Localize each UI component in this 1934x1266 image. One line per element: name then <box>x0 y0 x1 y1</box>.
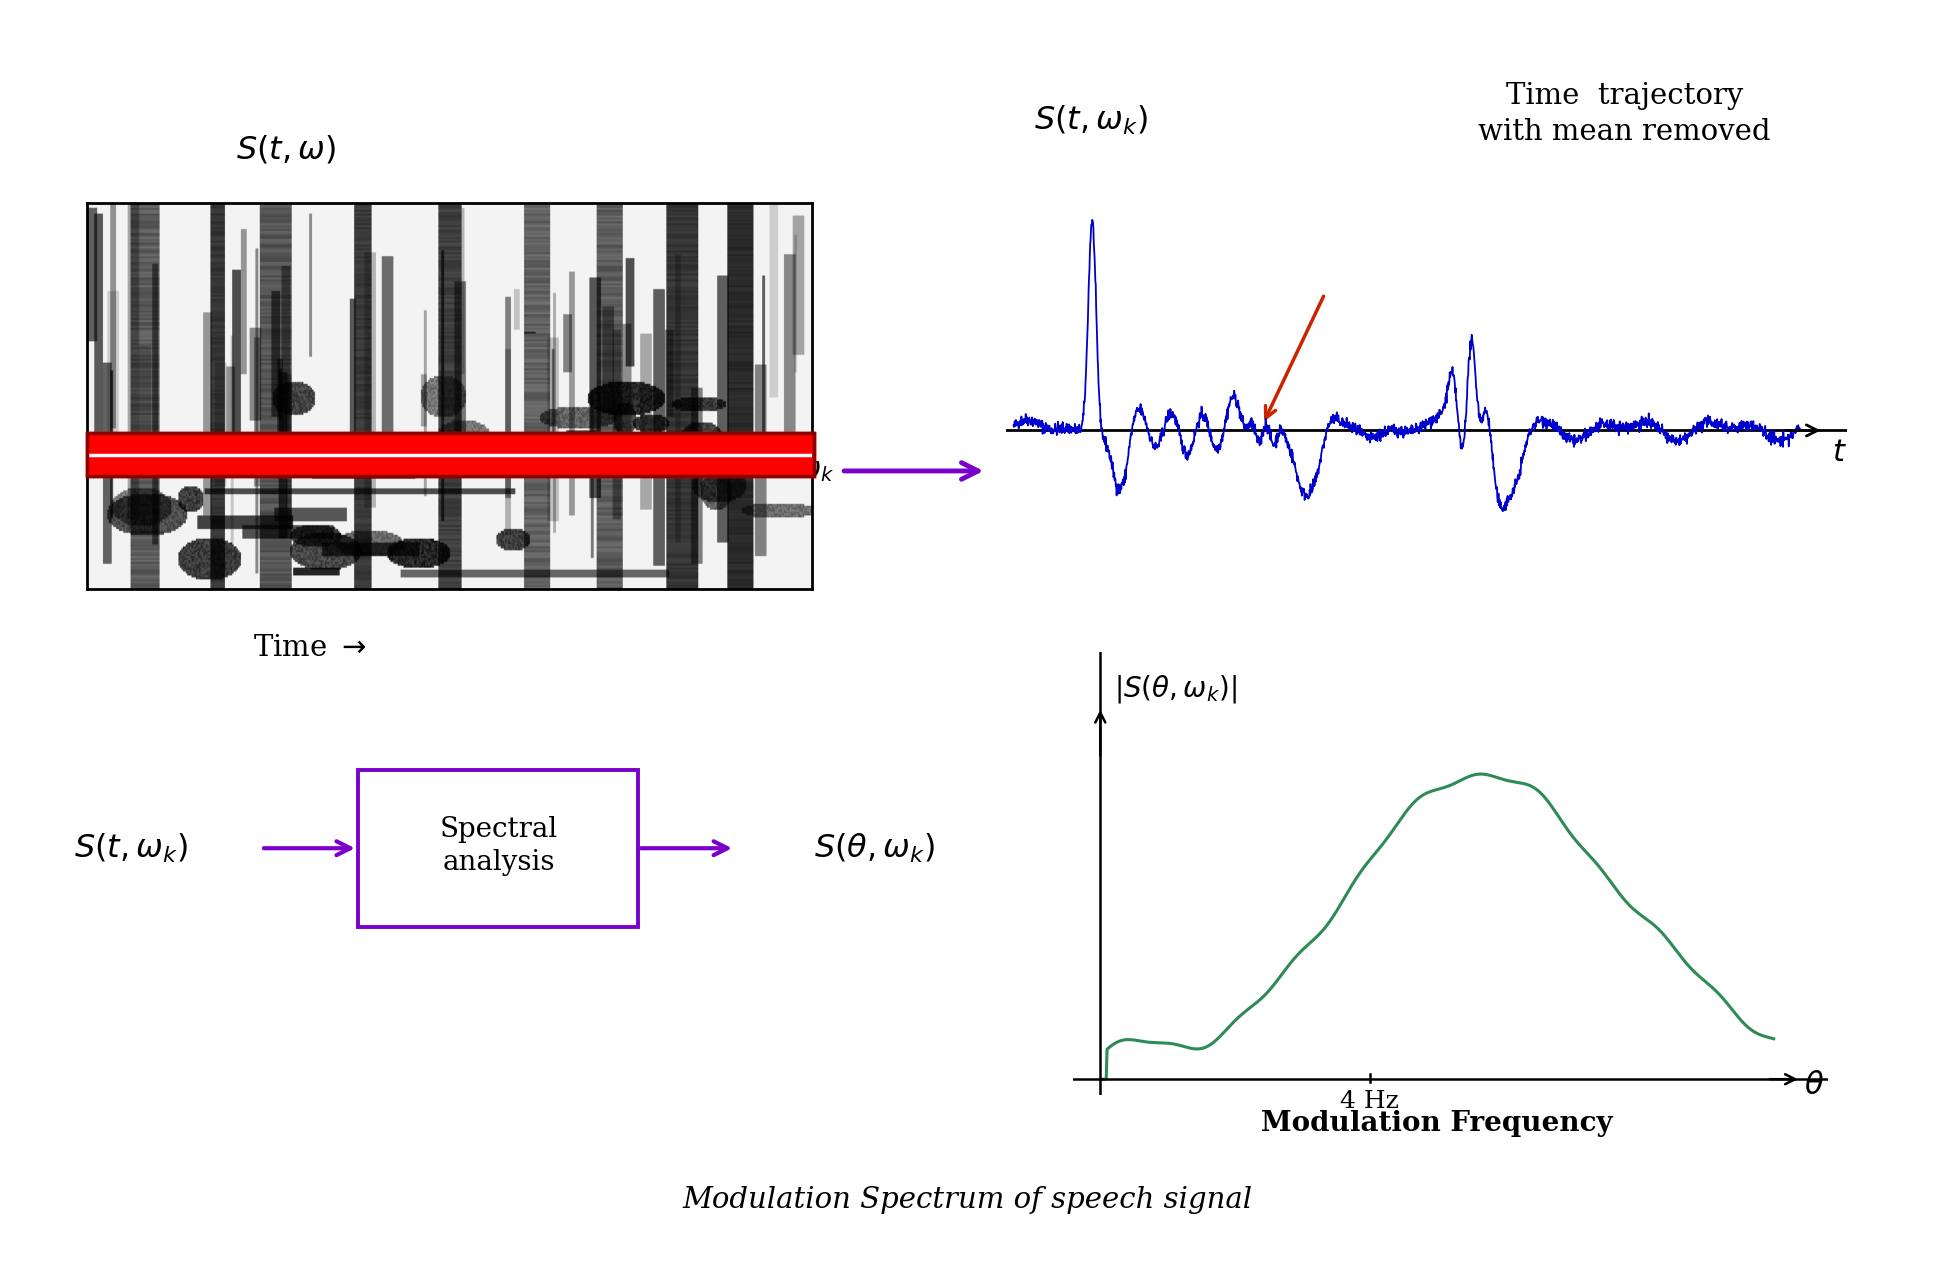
Bar <box>87 433 814 476</box>
Text: Modulation Frequency: Modulation Frequency <box>1261 1109 1613 1137</box>
Text: Spectral
analysis: Spectral analysis <box>439 815 559 876</box>
FancyArrowPatch shape <box>263 842 350 855</box>
Text: $S(\theta,\omega_k)$: $S(\theta,\omega_k)$ <box>814 832 934 865</box>
Text: $|S(\theta,\omega_k)|$: $|S(\theta,\omega_k)|$ <box>1114 672 1236 705</box>
FancyArrowPatch shape <box>640 842 727 855</box>
Text: Modulation Spectrum of speech signal: Modulation Spectrum of speech signal <box>683 1186 1251 1214</box>
Text: $S(t,\omega)$: $S(t,\omega)$ <box>236 133 337 166</box>
Text: $t$: $t$ <box>1831 437 1847 467</box>
Text: $\theta$: $\theta$ <box>1804 1070 1824 1101</box>
Bar <box>87 433 814 476</box>
FancyBboxPatch shape <box>358 770 638 927</box>
FancyArrowPatch shape <box>1265 296 1323 418</box>
Text: Time  trajectory
with mean removed: Time trajectory with mean removed <box>1478 81 1772 147</box>
Text: 4 Hz: 4 Hz <box>1340 1090 1398 1113</box>
Text: $\omega_k$: $\omega_k$ <box>797 457 834 485</box>
Text: $S(t,\omega_k)$: $S(t,\omega_k)$ <box>1035 104 1147 137</box>
Text: Time $\rightarrow$: Time $\rightarrow$ <box>253 634 366 662</box>
Text: $S(t,\omega_k)$: $S(t,\omega_k)$ <box>75 832 188 865</box>
FancyArrowPatch shape <box>843 462 979 480</box>
